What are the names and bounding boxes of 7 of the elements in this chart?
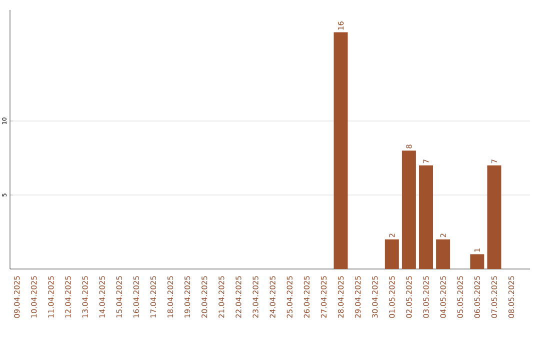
bar (487, 165, 502, 269)
bar (402, 150, 416, 269)
bar (419, 165, 434, 269)
bar (436, 239, 450, 269)
bar (384, 239, 399, 269)
bar (470, 254, 484, 269)
bar (334, 32, 348, 269)
